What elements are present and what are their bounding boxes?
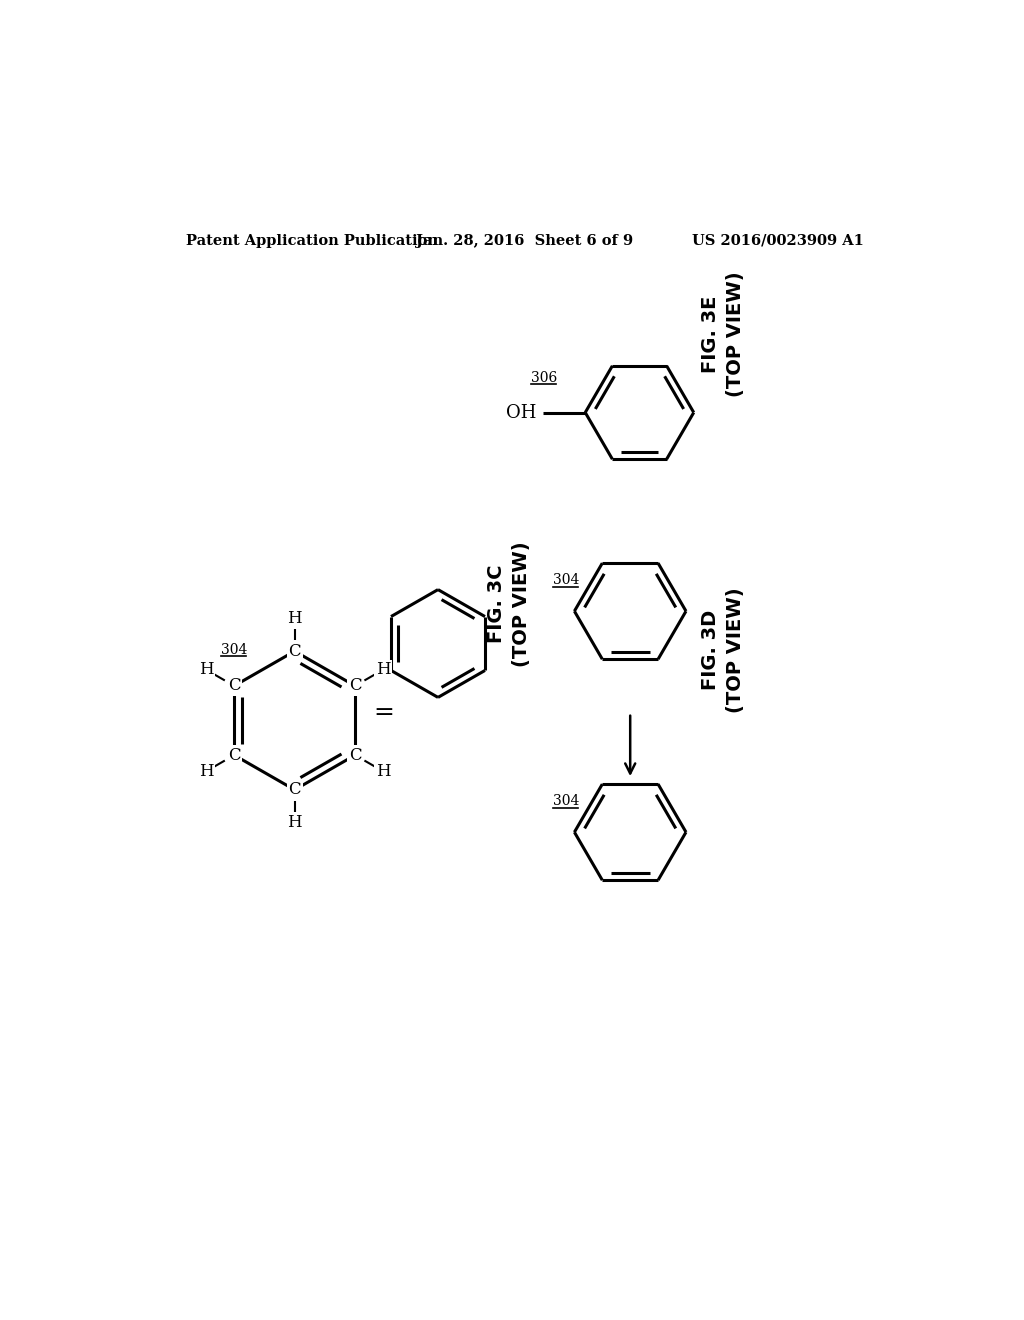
Text: H: H	[288, 813, 302, 830]
Text: FIG. 3E
(TOP VIEW): FIG. 3E (TOP VIEW)	[701, 272, 745, 397]
Text: FIG. 3C
(TOP VIEW): FIG. 3C (TOP VIEW)	[487, 541, 531, 667]
Text: H: H	[376, 661, 390, 678]
Text: FIG. 3D
(TOP VIEW): FIG. 3D (TOP VIEW)	[701, 587, 745, 713]
Text: C: C	[228, 677, 241, 694]
Text: 306: 306	[531, 371, 557, 385]
Text: C: C	[289, 781, 301, 799]
Text: OH: OH	[506, 404, 537, 421]
Text: =: =	[374, 701, 394, 725]
Text: C: C	[289, 643, 301, 660]
Text: 304: 304	[553, 573, 580, 587]
Text: 304: 304	[221, 643, 248, 656]
Text: 304: 304	[553, 795, 580, 808]
Text: H: H	[288, 610, 302, 627]
Text: H: H	[199, 661, 213, 678]
Text: US 2016/0023909 A1: US 2016/0023909 A1	[691, 234, 863, 248]
Text: H: H	[199, 763, 213, 780]
Text: C: C	[349, 747, 361, 764]
Text: C: C	[228, 747, 241, 764]
Text: H: H	[376, 763, 390, 780]
Text: C: C	[349, 677, 361, 694]
Text: Jan. 28, 2016  Sheet 6 of 9: Jan. 28, 2016 Sheet 6 of 9	[416, 234, 634, 248]
Text: Patent Application Publication: Patent Application Publication	[186, 234, 438, 248]
